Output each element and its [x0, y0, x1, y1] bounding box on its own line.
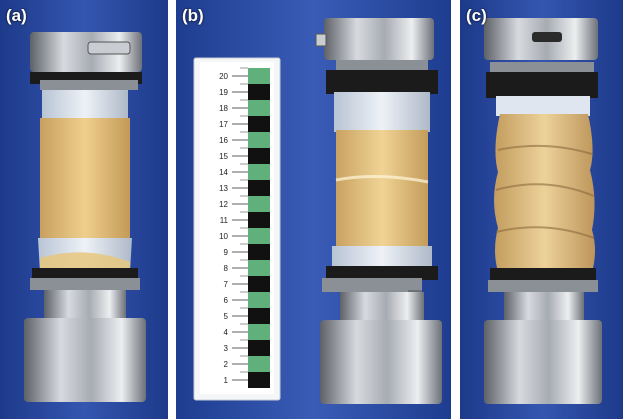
pedestal-base [320, 320, 442, 404]
ruler-tick-label: 2 [224, 360, 229, 369]
ruler-band [248, 196, 270, 212]
ruler-band [248, 116, 270, 132]
ruler-band [248, 244, 270, 260]
pedestal-neck [44, 290, 126, 320]
ruler-tick-label: 9 [224, 248, 229, 257]
ruler-band [248, 164, 270, 180]
soil-streak [40, 252, 130, 272]
photo-panel-a: (a) [0, 0, 168, 419]
ruler-band [248, 356, 270, 372]
bottom-hose-clamp [488, 280, 598, 292]
ruler-band [248, 100, 270, 116]
ruler-tick-label: 5 [224, 312, 229, 321]
top-cap [324, 18, 434, 60]
ruler-band [248, 276, 270, 292]
pedestal-base [24, 318, 146, 402]
ruler-tick-label: 10 [219, 232, 228, 241]
ruler-tick-label: 18 [219, 104, 228, 113]
pedestal-neck [340, 292, 424, 322]
ruler-band [248, 212, 270, 228]
ruler-band [248, 324, 270, 340]
ruler-band [248, 260, 270, 276]
cap-fitting [532, 32, 562, 42]
ruler-tick-label: 11 [220, 216, 229, 225]
top-clamp-ring [326, 70, 438, 94]
bottom-clamp-ring [490, 268, 596, 282]
ruler-band [248, 292, 270, 308]
ruler-band [248, 132, 270, 148]
specimen-b-photo: 20 19 18 17 16 15 14 13 12 11 10 9 8 7 6 5 4 3 2 1 [176, 0, 451, 419]
ruler-tick-label: 3 [224, 344, 229, 353]
ruler-band [248, 228, 270, 244]
ruler-tick-label: 7 [224, 280, 229, 289]
ruler-band [248, 180, 270, 196]
wrinkle [497, 144, 593, 155]
bottom-clamp-ring [326, 266, 438, 280]
photo-panel-b: 20 19 18 17 16 15 14 13 12 11 10 9 8 7 6 5 4 3 2 1 (b) [176, 0, 451, 419]
ruler-tick-label: 6 [224, 296, 229, 305]
ruler-tick-label: 20 [219, 72, 228, 81]
membrane-top [496, 96, 590, 116]
pedestal-neck [504, 292, 584, 322]
ruler-tick-label: 13 [219, 184, 228, 193]
photo-panel-c: (c) [460, 0, 623, 419]
panel-label-c: (c) [466, 6, 487, 25]
ruler-tick-label: 12 [219, 200, 228, 209]
bottom-hose-clamp [30, 278, 140, 290]
ruler-tick-label: 1 [224, 376, 229, 385]
clamp-screw [87, 41, 131, 55]
wrinkle [495, 226, 595, 239]
top-clamp-ring [486, 72, 598, 98]
ruler-tick-label: 17 [219, 120, 228, 129]
ruler-band [248, 148, 270, 164]
specimen-a-photo [0, 0, 168, 419]
ruler-tick-label: 16 [219, 136, 228, 145]
ruler-band [248, 68, 270, 84]
ruler-band [248, 340, 270, 356]
ruler-tick-label: 15 [219, 152, 228, 161]
ruler: 20 19 18 17 16 15 14 13 12 11 10 9 8 7 6 5 4 3 2 1 [193, 57, 281, 401]
ruler-band [248, 84, 270, 100]
top-hose-clamp [490, 62, 594, 74]
top-hose-clamp [40, 80, 138, 90]
ruler-band [248, 308, 270, 324]
pedestal-base [484, 320, 602, 404]
specimen-c-photo [460, 0, 623, 419]
wrinkle [495, 183, 595, 197]
ruler-tick-label: 8 [224, 264, 229, 273]
ruler-tick-label: 4 [224, 328, 229, 337]
bleed-valve [315, 33, 327, 47]
membrane-top [334, 92, 430, 132]
soil-specimen [40, 118, 130, 240]
deformed-soil-specimen [494, 114, 595, 272]
panel-label-a: (a) [6, 6, 27, 25]
bottom-hose-clamp [322, 278, 422, 292]
ruler-band [248, 372, 270, 388]
panel-label-b: (b) [182, 6, 204, 25]
ruler-tick-label: 14 [219, 168, 228, 177]
ruler-scale: 20 19 18 17 16 15 14 13 12 11 10 9 8 7 6 5 4 3 2 1 [219, 67, 270, 388]
soil-specimen [336, 130, 428, 248]
soil-texture [335, 174, 429, 184]
ruler-tick-label: 19 [219, 88, 228, 97]
membrane-top [42, 90, 128, 120]
